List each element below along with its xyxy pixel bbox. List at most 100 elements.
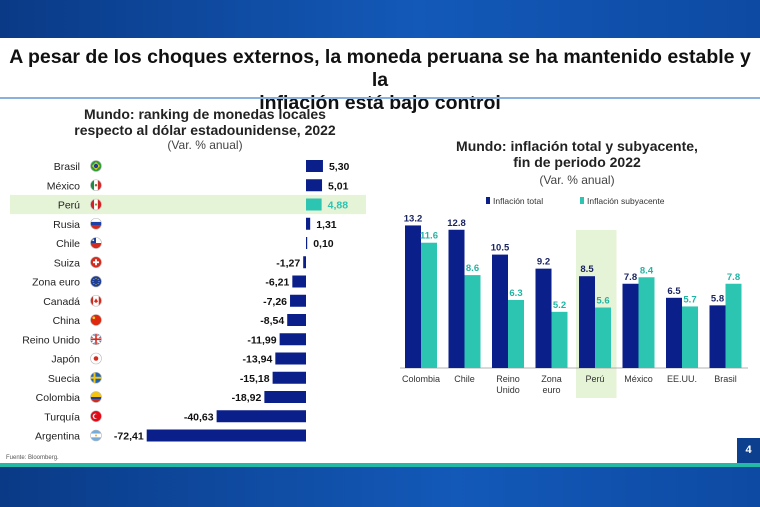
value-label: 5.8	[711, 293, 724, 304]
category-label: Chile	[454, 374, 475, 384]
country-label: Colombia	[36, 392, 81, 404]
legend-label: Inflación subyacente	[587, 196, 665, 206]
category-label: Reino	[496, 374, 520, 384]
country-label: Canadá	[43, 296, 80, 308]
value-label: 6.5	[667, 286, 681, 297]
bar	[682, 306, 698, 368]
bar	[622, 283, 639, 368]
value-label: 12.8	[447, 218, 466, 229]
bar	[709, 305, 726, 368]
country-label: México	[47, 180, 80, 192]
value-label: 5.6	[596, 296, 609, 307]
flag-turkey-icon	[90, 410, 102, 422]
left-chart-title: Mundo: ranking de monedas locales respec…	[20, 106, 390, 138]
bar	[275, 352, 306, 365]
flag-eu-icon	[90, 276, 102, 287]
bar	[405, 225, 421, 368]
title-separator	[0, 97, 760, 99]
country-label: Suiza	[54, 257, 80, 269]
flag-mexico-icon	[90, 179, 102, 191]
bar	[306, 237, 308, 249]
flag-peru-icon	[90, 199, 102, 210]
country-label: Turquía	[44, 411, 80, 423]
value-label: -15,18	[240, 373, 270, 385]
value-label: -1,27	[276, 257, 300, 269]
bar	[303, 256, 306, 269]
value-label: 1,31	[316, 219, 337, 231]
value-label: 6.3	[509, 288, 522, 299]
header-bar	[0, 0, 760, 38]
footer-accent-line	[0, 463, 760, 467]
value-label: -72,41	[114, 431, 144, 443]
bar	[508, 299, 524, 368]
legend-swatch	[486, 197, 490, 204]
slide-title: A pesar de los choques externos, la mone…	[0, 46, 760, 115]
category-label: euro	[542, 385, 560, 395]
category-label: México	[624, 374, 653, 384]
bar	[725, 283, 742, 368]
category-label: Brasil	[714, 374, 737, 384]
flag-sweden-icon	[90, 372, 102, 384]
country-label: China	[53, 315, 81, 327]
value-label: -40,63	[184, 411, 214, 423]
page-number: 4	[737, 438, 760, 463]
country-label: Brasil	[54, 161, 80, 173]
flag-china-icon	[90, 314, 102, 326]
value-label: 7.8	[624, 272, 637, 283]
bar	[290, 294, 306, 307]
value-label: 0,10	[313, 238, 334, 250]
currency-ranking-chart: Brasil 5,30 México 5,01 Perú 4,88 Rusia 1,31 Chi…	[10, 160, 366, 443]
country-label: Reino Unido	[22, 334, 80, 346]
left-chart-title-line2: respecto al dólar estadounidense, 2022	[74, 122, 336, 138]
bar	[264, 391, 306, 403]
value-label: -13,94	[243, 354, 273, 366]
value-label: 7.8	[727, 272, 740, 283]
right-chart-subtitle: (Var. % anual)	[539, 173, 615, 187]
country-label: Argentina	[35, 431, 80, 443]
category-label: Colombia	[402, 374, 440, 384]
value-label: 4,88	[328, 200, 349, 212]
category-label: Unido	[496, 385, 520, 395]
flag-russia-icon	[90, 218, 102, 230]
inflation-chart: Inflación total Inflación subyacente 13.2 1…	[400, 196, 748, 398]
left-chart-title-line1: Mundo: ranking de monedas locales	[84, 106, 326, 122]
bar	[535, 268, 552, 368]
source-note: Fuente: Bloomberg.	[6, 455, 59, 461]
value-label: -6,21	[265, 277, 289, 289]
category-label: EE.UU.	[667, 374, 697, 384]
value-label: 5,01	[328, 180, 349, 192]
right-chart-title: Mundo: inflación total y subyacente, fin…	[392, 138, 760, 170]
left-chart-subtitle: (Var. % anual)	[167, 138, 243, 152]
bar	[595, 307, 611, 368]
value-label: 8.4	[640, 265, 654, 276]
bar	[292, 275, 306, 288]
legend-swatch	[580, 197, 584, 204]
country-label: Zona euro	[32, 277, 80, 289]
bar	[421, 242, 437, 368]
country-label: Perú	[58, 200, 80, 212]
legend: Inflación total Inflación subyacente	[486, 196, 665, 206]
bar	[448, 229, 465, 368]
value-label: 8.6	[466, 263, 479, 274]
value-label: 8.5	[580, 264, 594, 275]
flag-argentina-icon	[90, 430, 102, 441]
value-label: -7,26	[263, 296, 287, 308]
country-label: Japón	[51, 354, 80, 366]
country-label: Chile	[56, 238, 80, 250]
slide-title-line1: A pesar de los choques externos, la mone…	[9, 46, 751, 91]
value-label: 5,30	[329, 161, 350, 173]
bar	[638, 277, 655, 368]
flag-colombia-icon	[90, 391, 102, 403]
flag-switzerland-icon	[90, 256, 102, 268]
footer-bar	[0, 467, 760, 507]
value-label: 10.5	[491, 243, 510, 254]
value-label: 9.2	[537, 257, 550, 268]
value-label: -18,92	[232, 392, 262, 404]
bar	[579, 276, 595, 368]
bar	[287, 314, 306, 326]
bar	[272, 371, 306, 384]
flag-canada-icon	[90, 295, 102, 307]
value-label: 5.2	[553, 300, 566, 311]
flag-japan-icon	[90, 353, 102, 364]
value-label: 5.7	[683, 294, 696, 305]
